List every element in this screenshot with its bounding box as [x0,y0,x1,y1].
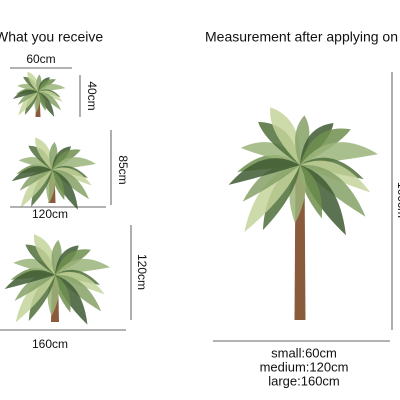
frond [14,274,55,301]
frond [27,71,39,92]
frond [270,107,301,165]
frond [54,275,71,313]
right-title: Measurement after applying on [205,29,398,45]
frond [242,164,300,202]
frond [51,170,65,201]
frond [49,141,58,170]
height-label: 40cm [85,81,99,110]
frond [28,145,52,170]
frond [37,92,46,111]
frond [23,76,38,92]
frond [19,169,52,191]
frond [15,275,55,323]
frond [258,121,300,165]
size-line: medium:120cm [260,359,349,374]
size-line: small:60cm [271,345,337,360]
frond [295,115,310,165]
width-label: 60cm [26,52,55,66]
frond [35,137,53,170]
height-label: 120cm [135,254,149,290]
width-label: 120cm [32,207,68,221]
palm-trees [4,71,378,325]
frond [228,158,300,185]
frond [33,234,56,275]
frond [17,91,38,105]
width-label: 160cm [32,337,68,351]
height-label: 160cm [395,182,400,218]
height-label: 85cm [116,155,130,184]
frond [20,170,52,208]
frond [18,92,38,116]
frond [25,244,55,275]
size-line: large:160cm [268,373,340,388]
frond [299,165,323,219]
frond [12,89,38,99]
frond [51,239,62,275]
frond [4,270,55,289]
left-title: What you receive [0,29,103,45]
frond [11,166,52,182]
frond [244,165,300,233]
frond [36,74,42,92]
